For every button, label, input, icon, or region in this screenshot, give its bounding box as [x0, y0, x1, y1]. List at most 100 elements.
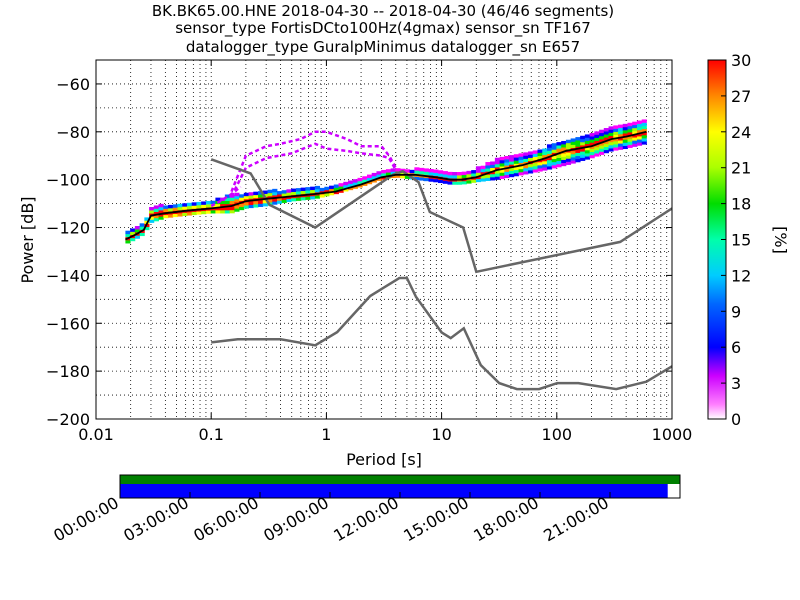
outlier-trace	[210, 185, 242, 208]
time-tick-label: 03:00:00	[120, 493, 192, 545]
pdf-cell	[627, 122, 633, 127]
pdf-cell	[305, 187, 311, 191]
pdf-cell	[485, 168, 491, 172]
pdf-cell	[608, 148, 614, 152]
pdf-cell	[125, 230, 131, 235]
mode-line	[125, 130, 647, 241]
pdf-cell	[513, 166, 519, 171]
pdf-cell	[314, 195, 321, 199]
pdf-cell	[636, 139, 643, 143]
pdf-cell	[570, 138, 576, 142]
pdf-cell	[594, 134, 600, 138]
pdf-cell	[613, 137, 619, 142]
pdf-cell	[414, 167, 420, 171]
pdf-cell	[594, 153, 600, 157]
pdf-cell	[627, 138, 633, 142]
pdf-cell	[613, 144, 619, 148]
pdf-cell	[139, 223, 145, 227]
pdf-cell	[210, 200, 216, 205]
pdf-cell	[177, 203, 183, 208]
pdf-cell	[485, 165, 491, 169]
time-tick-label: 09:00:00	[260, 493, 332, 545]
grid-lines	[96, 60, 672, 419]
pdf-cell	[523, 155, 529, 159]
pdf-cell	[348, 180, 354, 184]
pdf-cell	[523, 171, 529, 175]
pdf-cell	[499, 172, 505, 176]
pdf-cell	[575, 143, 581, 147]
pdf-cell	[518, 162, 524, 167]
pdf-cell	[509, 167, 515, 171]
y-axis-label: Power [dB]	[18, 196, 37, 283]
pdf-cell	[324, 189, 330, 194]
time-tick-label: 00:00:00	[50, 493, 122, 545]
pdf-cell	[561, 144, 567, 148]
pdf-cell	[565, 152, 572, 156]
time-tick-label: 21:00:00	[540, 493, 612, 545]
pdf-cell	[134, 226, 141, 230]
pdf-cell	[546, 163, 553, 167]
pdf-cell	[641, 122, 647, 126]
pdf-cell	[523, 167, 529, 172]
pdf-cell	[589, 139, 595, 143]
pdf-cell	[243, 202, 249, 206]
pdf-cell	[295, 191, 302, 195]
pdf-cell	[376, 174, 382, 178]
pdf-cell	[404, 175, 411, 179]
pdf-cell	[362, 182, 368, 186]
pdf-cell	[509, 164, 515, 168]
pdf-cell	[253, 194, 259, 199]
pdf-cell	[518, 153, 524, 157]
pdf-cell	[499, 169, 505, 173]
pdf-cell	[201, 201, 207, 205]
pdf-cell	[509, 158, 515, 162]
pdf-cell	[319, 187, 325, 192]
pdf-cell	[641, 125, 647, 130]
pdf-cell	[168, 204, 174, 209]
pdf-cell	[613, 128, 619, 132]
time-tick-label: 12:00:00	[330, 493, 402, 545]
pdf-cell	[599, 132, 605, 137]
pdf-cell	[466, 180, 472, 184]
pdf-cell	[589, 142, 595, 146]
pdf-cell	[556, 154, 562, 158]
pdf-cell	[329, 185, 335, 190]
y-tick-label: −140	[46, 266, 90, 285]
pdf-cell	[239, 206, 245, 211]
pdf-cell	[210, 210, 216, 214]
pdf-cell	[632, 124, 638, 129]
pdf-cell	[608, 141, 614, 146]
pdf-cell	[234, 208, 240, 212]
pdf-cell	[580, 157, 586, 161]
pdf-cell	[163, 205, 169, 209]
pdf-cell	[352, 182, 358, 186]
pdf-cell	[556, 157, 562, 162]
pdf-cell	[622, 142, 628, 146]
pdf-cell	[636, 142, 643, 146]
pdf-cell	[485, 177, 491, 181]
pdf-cell	[551, 161, 557, 166]
pdf-cell	[381, 169, 387, 174]
pdf-cell	[580, 154, 586, 158]
pdf-cell	[414, 176, 420, 181]
pdf-cell	[622, 123, 628, 128]
pdf-cell	[499, 156, 505, 161]
pdf-cell	[201, 210, 207, 215]
pdf-cell	[523, 158, 529, 163]
pdf-cell	[618, 137, 624, 141]
pdf-cell	[215, 210, 221, 214]
pdf-cell	[580, 145, 586, 149]
x-tick-label: 0.01	[78, 425, 114, 444]
pdf-cell	[603, 134, 609, 138]
pdf-cell	[622, 130, 628, 134]
pdf-cell	[158, 216, 164, 220]
pdf-cell	[191, 202, 197, 206]
pdf-cell	[532, 162, 538, 167]
pdf-cell	[632, 143, 638, 147]
pdf-cell	[343, 188, 349, 192]
pdf-cell	[205, 201, 212, 205]
pdf-cell	[627, 132, 633, 136]
pdf-cell	[276, 194, 283, 198]
pdf-cell	[608, 132, 614, 136]
pdf-cell	[362, 176, 368, 180]
